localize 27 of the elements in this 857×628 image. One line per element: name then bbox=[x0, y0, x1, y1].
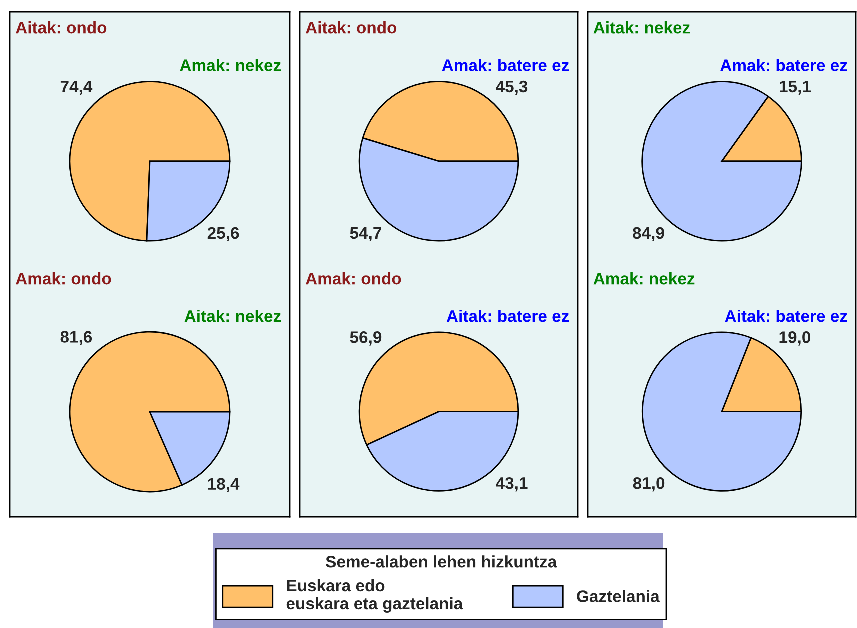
legend-label: Gaztelania bbox=[577, 590, 660, 602]
data-label: 81,0 bbox=[633, 477, 665, 492]
legend-label: Euskara edo euskara eta gaztelania bbox=[286, 579, 464, 613]
data-label: 25,6 bbox=[208, 227, 240, 242]
data-label: 19,0 bbox=[780, 332, 810, 346]
chart-subtitle: Aitak: batere ez bbox=[446, 310, 570, 322]
data-label: 54,7 bbox=[350, 228, 382, 242]
chart-subtitle: Amak: batere ez bbox=[720, 59, 848, 72]
data-label: 18,4 bbox=[208, 478, 240, 492]
chart-title: Amak: ondo bbox=[306, 272, 402, 285]
data-label: 56,9 bbox=[350, 332, 382, 346]
chart-title: Aitak: ondo bbox=[306, 22, 397, 34]
data-label: 81,6 bbox=[60, 331, 92, 346]
data-label: 74,4 bbox=[60, 81, 93, 96]
data-label: 45,3 bbox=[496, 80, 528, 96]
chart-title: Aitak: nekez bbox=[594, 22, 690, 34]
data-label: 43,1 bbox=[496, 477, 528, 492]
chart-subtitle: Aitak: nekez bbox=[184, 310, 282, 322]
chart-title: Amak: nekez bbox=[594, 272, 695, 285]
chart-subtitle: Amak: batere ez bbox=[442, 59, 570, 72]
chart-subtitle: Amak: nekez bbox=[180, 59, 282, 72]
legend-title: Seme-alaben lehen hizkuntza bbox=[326, 556, 558, 568]
chart-subtitle: Aitak: batere ez bbox=[725, 310, 848, 322]
chart-title: Aitak: ondo bbox=[16, 22, 107, 34]
data-label: 15,1 bbox=[780, 81, 812, 96]
data-label: 84,9 bbox=[633, 227, 664, 242]
chart-title: Amak: ondo bbox=[16, 272, 112, 285]
